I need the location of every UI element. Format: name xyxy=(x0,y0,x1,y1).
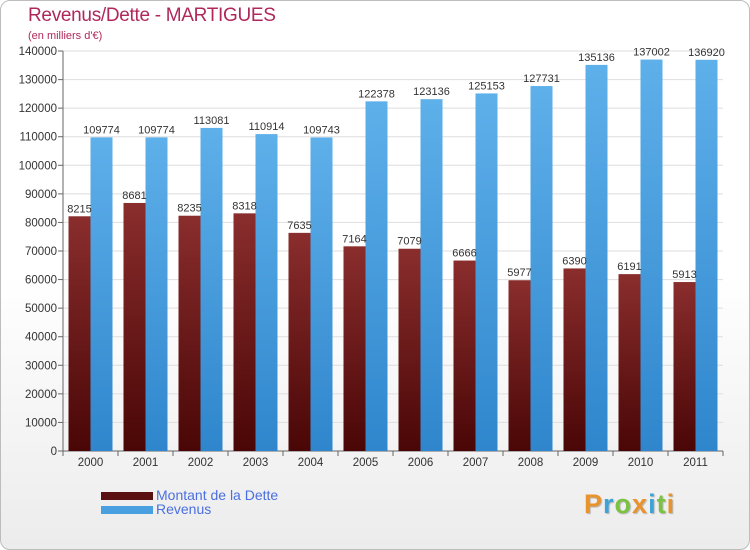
bar-revenue xyxy=(695,59,718,452)
data-label-revenue: 110914 xyxy=(249,121,285,133)
logo-letter: x xyxy=(632,489,649,519)
bar-revenue xyxy=(420,99,443,451)
x-tick-label: 2006 xyxy=(408,457,434,469)
bar-revenue xyxy=(145,137,168,452)
proxiti-logo: Proxiti xyxy=(584,489,675,520)
bar-revenue xyxy=(475,93,498,452)
bar-debt xyxy=(178,215,201,451)
logo-letter: i xyxy=(666,489,676,519)
x-tick-label: 2005 xyxy=(353,457,379,469)
bar-debt xyxy=(288,232,311,451)
chart-subtitle: (en milliers d'€) xyxy=(28,30,103,42)
data-label-revenue: 136920 xyxy=(688,47,725,59)
logo-letter: P xyxy=(584,489,604,519)
data-label-debt: 5977 xyxy=(507,267,531,279)
legend-label-debt: Montant de la Dette xyxy=(156,487,279,503)
data-label-revenue: 123136 xyxy=(413,86,450,98)
data-label-revenue: 109774 xyxy=(83,124,120,136)
bar-debt xyxy=(398,248,421,451)
y-tick-label: 60000 xyxy=(25,275,57,287)
y-tick-label: 30000 xyxy=(25,360,57,372)
bar-debt xyxy=(618,274,641,451)
y-tick-label: 100000 xyxy=(19,160,57,172)
bar-debt xyxy=(673,282,696,451)
data-label-debt: 5913 xyxy=(672,269,696,281)
bar-debt xyxy=(123,202,146,451)
bar-debt xyxy=(68,216,91,451)
logo-letter: o xyxy=(614,489,633,519)
data-label-debt: 7164 xyxy=(342,233,366,245)
bar-debt xyxy=(563,268,586,451)
logo-letter: r xyxy=(603,489,615,519)
bar-revenue xyxy=(90,137,113,452)
data-label-revenue: 109743 xyxy=(303,124,340,136)
y-tick-label: 40000 xyxy=(25,332,57,344)
x-tick-label: 2002 xyxy=(188,457,214,469)
chart-title: Revenus/Dette - MARTIGUES xyxy=(28,5,276,26)
logo-letter: i xyxy=(648,489,657,519)
logo-letter: t xyxy=(656,489,667,519)
data-label-debt: 7635 xyxy=(287,220,311,232)
y-tick-label: 0 xyxy=(51,446,57,458)
bar-revenue xyxy=(255,134,278,452)
y-tick-label: 50000 xyxy=(25,303,57,315)
data-label-revenue: 137002 xyxy=(633,47,670,59)
data-label-debt: 7079 xyxy=(397,236,421,248)
data-label-revenue: 122378 xyxy=(358,88,395,100)
x-tick-label: 2007 xyxy=(463,457,489,469)
x-tick-label: 2008 xyxy=(518,457,544,469)
data-label-debt: 6666 xyxy=(452,248,476,260)
y-tick-label: 80000 xyxy=(25,217,57,229)
bar-revenue xyxy=(640,59,663,452)
legend-label-revenue: Revenus xyxy=(156,501,212,517)
y-tick-label: 140000 xyxy=(19,46,57,58)
x-tick-label: 2004 xyxy=(298,457,324,469)
data-label-revenue: 135136 xyxy=(578,52,615,64)
data-label-revenue: 127731 xyxy=(523,73,560,85)
legend-swatch-debt xyxy=(101,492,153,500)
y-tick-label: 90000 xyxy=(25,189,57,201)
bar-revenue xyxy=(365,101,388,451)
data-label-revenue: 125153 xyxy=(468,80,505,92)
x-tick-label: 2000 xyxy=(78,457,104,469)
y-tick-label: 10000 xyxy=(25,417,57,429)
x-tick-label: 2009 xyxy=(573,457,599,469)
bar-debt xyxy=(453,260,476,451)
y-tick-label: 110000 xyxy=(19,132,57,144)
data-label-debt: 8318 xyxy=(232,200,256,212)
x-tick-label: 2011 xyxy=(683,457,708,469)
y-tick-label: 120000 xyxy=(19,103,57,115)
bar-debt xyxy=(343,246,366,451)
x-tick-label: 2001 xyxy=(133,457,159,469)
x-tick-label: 2010 xyxy=(628,457,654,469)
bar-revenue xyxy=(200,127,223,451)
data-label-debt: 6191 xyxy=(617,261,641,273)
y-tick-label: 70000 xyxy=(25,246,57,258)
y-tick-label: 20000 xyxy=(25,389,57,401)
data-label-debt: 8681 xyxy=(122,190,146,202)
legend-swatch-revenue xyxy=(101,506,153,514)
y-tick-label: 130000 xyxy=(19,75,57,87)
bar-debt xyxy=(233,213,256,451)
data-label-debt: 8215 xyxy=(67,203,91,215)
bar-debt xyxy=(508,280,531,451)
bar-revenue xyxy=(310,137,333,451)
x-tick-label: 2003 xyxy=(243,457,269,469)
data-label-debt: 6390 xyxy=(562,255,586,267)
bar-revenue xyxy=(585,64,608,451)
data-label-revenue: 109774 xyxy=(138,124,175,136)
data-label-revenue: 113081 xyxy=(194,115,230,127)
bar-revenue xyxy=(530,86,553,451)
data-label-debt: 8235 xyxy=(177,203,201,215)
